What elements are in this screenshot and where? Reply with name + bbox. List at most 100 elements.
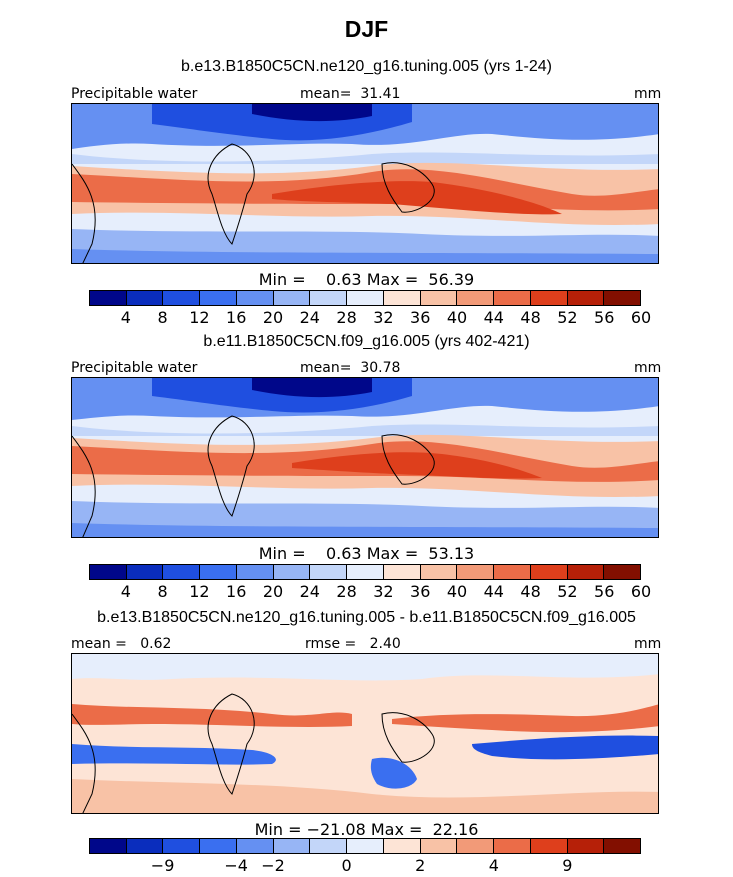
colorbar-swatch [163,839,201,853]
panel2-colorbar-ticks: 4 8 12 16 20 24 28 32 36 40 44 48 52 56 60 [89,582,651,602]
colorbar-tick-label: −2 [261,856,285,875]
panel1-variable-label: Precipitable water [71,86,198,102]
colorbar-tick-label: 4 [120,308,131,327]
colorbar-tick-label: 0 [341,856,352,875]
colorbar-swatch [236,291,274,305]
colorbar-tick-label: 36 [410,582,431,601]
panel2-variable-label: Precipitable water [71,360,198,376]
panel2-min-max: Min = 0.63 Max = 53.13 [258,544,475,563]
colorbar-tick-label: 60 [630,308,652,327]
colorbar-swatch [494,839,531,853]
colorbar-swatch [200,839,237,853]
colorbar-tick-label: 40 [446,308,468,327]
colorbar-swatch [347,839,384,853]
colorbar-swatch [604,291,641,305]
panel3-map [71,653,659,814]
colorbar-swatch [567,565,605,579]
colorbar-swatch [420,839,458,853]
panel1-colorbar-ticks: 4 8 12 16 20 24 28 32 36 40 44 48 52 56 60 [89,308,651,328]
panel3-min-max: Min = −21.08 Max = 22.16 [254,820,479,839]
panel2-field [72,378,658,537]
colorbar-swatch [530,839,568,853]
colorbar-swatch [383,839,421,853]
colorbar-tick-label: 48 [520,582,541,601]
colorbar-swatch [420,565,458,579]
colorbar-tick-label: −4 [224,856,248,875]
panel3-units-label: mm [634,636,662,652]
colorbar-tick-label: 2 [415,856,426,875]
colorbar-tick-label: 56 [594,308,615,327]
colorbar-swatch [163,291,201,305]
colorbar-tick-label: 9 [562,856,573,875]
colorbar-swatch [604,565,641,579]
colorbar-swatch [126,565,164,579]
colorbar-tick-label: 28 [336,308,357,327]
colorbar-swatch [200,565,237,579]
colorbar-tick-label: 16 [226,582,247,601]
colorbar-tick-label: 20 [262,582,284,601]
colorbar-swatch [236,565,274,579]
panel1-min-max: Min = 0.63 Max = 56.39 [258,270,475,289]
panel1-field [72,104,658,263]
colorbar-tick-label: 8 [157,308,168,327]
colorbar-swatch [530,565,568,579]
colorbar-tick-label: 24 [299,582,320,601]
colorbar-tick-label: 16 [226,308,247,327]
colorbar-swatch [567,291,605,305]
colorbar-swatch [273,291,311,305]
panel1-colorbar [89,290,641,306]
colorbar-swatch [457,291,495,305]
colorbar-tick-label: 44 [483,308,504,327]
colorbar-swatch [347,291,384,305]
panel1-title: b.e13.B1850C5CN.ne120_g16.tuning.005 (yr… [181,58,552,75]
colorbar-swatch [604,839,641,853]
panel3-colorbar-ticks: −9 −4 −2 0 2 4 9 [89,856,641,876]
panel2-mean-label: mean= 30.78 [300,360,401,376]
main-title: DJF [344,16,389,42]
panel3-rmse-label: rmse = 2.40 [305,636,401,652]
panel2-colorbar [89,564,641,580]
colorbar-swatch [457,839,495,853]
colorbar-swatch [310,839,348,853]
colorbar-tick-label: 12 [189,582,210,601]
colorbar-swatch [494,291,531,305]
colorbar-swatch [383,291,421,305]
colorbar-tick-label: 48 [520,308,541,327]
colorbar-tick-label: 12 [189,308,210,327]
colorbar-swatch [420,291,458,305]
colorbar-tick-label: 8 [157,582,168,601]
panel2-title: b.e11.B1850C5CN.f09_g16.005 (yrs 402-421… [203,333,530,350]
panel2-units-label: mm [634,360,662,376]
colorbar-tick-label: 40 [446,582,468,601]
colorbar-swatch [530,291,568,305]
panel1-map [71,103,659,264]
colorbar-tick-label: 20 [262,308,284,327]
colorbar-tick-label: 52 [557,582,578,601]
colorbar-swatch [347,565,384,579]
colorbar-swatch [567,839,605,853]
colorbar-tick-label: 36 [410,308,431,327]
panel1-mean-label: mean= 31.41 [300,86,401,102]
panel3-mean-label: mean = 0.62 [71,636,172,652]
colorbar-tick-label: 44 [483,582,504,601]
colorbar-swatch [126,839,164,853]
colorbar-tick-label: 32 [373,308,394,327]
colorbar-swatch [494,565,531,579]
colorbar-tick-label: 28 [336,582,357,601]
colorbar-swatch [236,839,274,853]
panel3-colorbar [89,838,641,854]
colorbar-swatch [90,291,127,305]
panel2-map [71,377,659,538]
colorbar-swatch [310,291,348,305]
colorbar-tick-label: 52 [557,308,578,327]
colorbar-tick-label: 4 [120,582,131,601]
colorbar-tick-label: 56 [594,582,615,601]
panel3-title: b.e13.B1850C5CN.ne120_g16.tuning.005 - b… [97,609,636,626]
colorbar-tick-label: 4 [488,856,499,875]
colorbar-swatch [310,565,348,579]
colorbar-tick-label: 32 [373,582,394,601]
colorbar-swatch [457,565,495,579]
panel3-field [72,654,658,813]
colorbar-tick-label: −9 [150,856,175,875]
colorbar-swatch [90,839,127,853]
